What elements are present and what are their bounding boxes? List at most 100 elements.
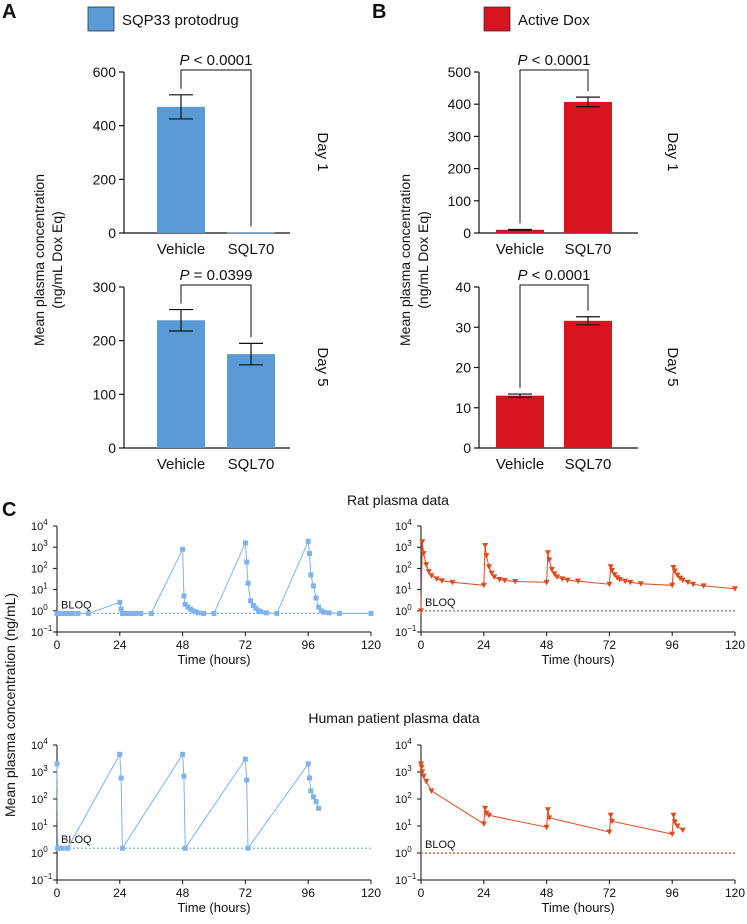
x-tick-label: 24 — [477, 638, 491, 652]
y-tick-label: 20 — [455, 360, 471, 376]
data-point — [486, 564, 493, 570]
data-point — [318, 608, 324, 614]
data-point — [420, 551, 427, 557]
data-point — [423, 778, 430, 785]
bloq-label: BLOQ — [425, 597, 456, 609]
data-point — [180, 546, 186, 552]
y-tick-label: 101 — [31, 582, 48, 597]
data-point — [732, 586, 738, 592]
y-tick-label: 600 — [93, 64, 117, 80]
x-tick-label: 96 — [666, 886, 680, 900]
x-tick-label: 0 — [54, 886, 61, 900]
significance-bracket — [180, 69, 252, 227]
data-point — [418, 761, 424, 767]
y-tick-label: 500 — [448, 64, 472, 80]
bar-chart-b1: 0 100 200 300 400 500 Vehicle SQL70 P < 0.0001 Da… — [448, 52, 681, 258]
line-chart-ratL: 10−1 100 101 102 103 104 0 24 48 72 96 120 Time (hou… — [31, 518, 381, 667]
data-point — [614, 575, 621, 581]
y-tick-label: 100 — [395, 603, 412, 618]
data-point — [248, 598, 254, 604]
data-point — [690, 581, 697, 588]
x-tick-label: 72 — [239, 886, 253, 900]
x-axis-title: Time (hours) — [541, 652, 614, 667]
data-point — [551, 571, 558, 577]
data-point — [671, 819, 678, 826]
data-point — [420, 773, 427, 780]
data-point — [546, 815, 553, 821]
data-point — [305, 761, 311, 767]
data-point — [307, 551, 313, 557]
y-tick-label: 104 — [31, 518, 48, 533]
y-tick-label: 400 — [448, 96, 472, 112]
data-point — [512, 579, 519, 585]
data-point — [433, 576, 440, 582]
series-line — [57, 539, 371, 614]
legend-swatch-dox — [483, 6, 511, 32]
data-point — [616, 576, 623, 583]
y-tick-label: 101 — [395, 818, 412, 833]
data-point — [609, 818, 616, 825]
y-tick-label: 30 — [455, 319, 471, 335]
x-axis-title: Time (hours) — [541, 900, 614, 915]
x-tick-label: SQL70 — [228, 241, 275, 258]
x-tick-label: Vehicle — [496, 456, 544, 473]
data-point — [669, 582, 676, 589]
data-point — [425, 569, 432, 575]
bloq-label: BLOQ — [61, 599, 92, 611]
data-point — [700, 583, 707, 589]
data-point — [181, 773, 187, 779]
data-point — [313, 595, 319, 601]
y-tick-label: 104 — [31, 737, 48, 752]
data-point — [368, 610, 374, 616]
data-point — [242, 756, 248, 762]
data-point — [118, 775, 124, 781]
data-point — [57, 845, 63, 851]
data-point — [559, 576, 566, 582]
data-point — [310, 794, 316, 800]
bar-chart-b5: 0 10 20 30 40 Vehicle SQL70 P < 0.0001 Day 5 — [455, 267, 681, 473]
x-tick-label: Vehicle — [496, 241, 544, 258]
legend-label-dox: Active Dox — [518, 12, 590, 29]
p-value-label: P = 0.0399 — [180, 267, 253, 284]
data-point — [449, 579, 456, 586]
data-point — [564, 577, 571, 584]
data-point — [482, 805, 489, 812]
data-point — [122, 610, 128, 616]
panel-label-c: C — [2, 499, 16, 521]
data-point — [609, 567, 616, 574]
bar-sql70 — [227, 232, 275, 234]
data-point — [57, 610, 63, 616]
data-point — [483, 553, 490, 559]
day-label: Day 5 — [664, 347, 681, 386]
data-point — [543, 579, 550, 586]
data-point — [501, 577, 508, 584]
data-point — [423, 562, 430, 568]
p-value-label: P < 0.0001 — [518, 52, 591, 69]
y-axis-title-b-line1: Mean plasma concentration — [397, 174, 413, 346]
y-tick-label: 102 — [395, 791, 412, 806]
y-tick-label: 0 — [108, 440, 116, 456]
y-tick-label: 300 — [448, 128, 472, 144]
data-point — [669, 831, 676, 838]
bloq-label: BLOQ — [425, 839, 456, 851]
data-point — [255, 608, 261, 614]
data-point — [85, 610, 91, 616]
data-point — [674, 572, 681, 579]
x-tick-label: 72 — [603, 886, 617, 900]
data-point — [419, 539, 426, 545]
x-tick-label: SQL70 — [565, 241, 612, 258]
data-point — [54, 761, 60, 767]
x-tick-label: 24 — [113, 886, 127, 900]
series-line — [420, 763, 684, 835]
data-point — [575, 578, 581, 585]
data-point — [307, 775, 313, 781]
data-point — [182, 845, 188, 851]
section-titles: Rat plasma data Human patient plasma dat… — [308, 492, 479, 726]
panel-label-a: A — [2, 1, 16, 23]
data-point — [305, 538, 311, 544]
data-point — [187, 606, 193, 612]
data-point — [337, 610, 343, 616]
data-point — [607, 564, 614, 570]
x-tick-label: 96 — [302, 886, 316, 900]
data-point — [496, 576, 503, 583]
